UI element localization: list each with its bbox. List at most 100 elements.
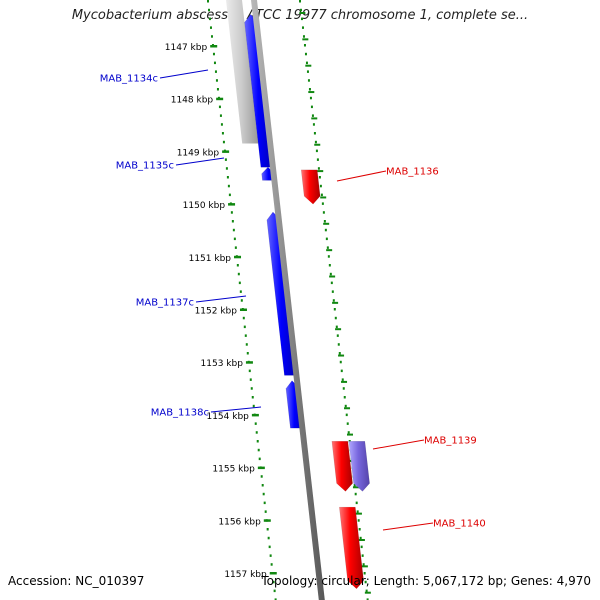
gene-features (225, 0, 370, 590)
major-tick (216, 97, 224, 101)
ring-dot (238, 281, 241, 285)
ring-dot (262, 492, 265, 496)
tick-label: 1149 kbp (177, 148, 220, 158)
ring-dot (242, 316, 245, 320)
ring-dot (358, 528, 361, 531)
gene-label: MAB_1138c (151, 408, 209, 419)
major-tick (251, 413, 259, 417)
backbone-line (250, 0, 325, 600)
ring-dot (343, 396, 346, 399)
ring-dot (362, 563, 365, 566)
minor-tick (323, 222, 330, 225)
ring-dot (215, 79, 218, 82)
ring-dot (244, 334, 247, 337)
ring-dot (342, 387, 345, 390)
ring-dot (318, 176, 321, 179)
ring-dot (346, 422, 349, 425)
label-leader (195, 295, 247, 303)
ring-dot (323, 220, 326, 223)
minor-tick (326, 249, 333, 252)
ring-dot (216, 88, 219, 91)
gene-arrow (348, 441, 370, 492)
minor-tick (305, 64, 312, 67)
ring-dot (357, 519, 360, 522)
ring-dot (254, 422, 257, 425)
ring-dot (261, 484, 264, 487)
tick-label: 1154 kbp (206, 412, 249, 422)
ring-dot (353, 484, 356, 487)
ring-dot (299, 0, 301, 3)
ring-dot (208, 17, 211, 21)
label-leader (175, 157, 225, 166)
ring-dot (359, 536, 362, 540)
tick-ring-inner (207, 0, 277, 600)
ring-dot (220, 123, 223, 126)
ring-dot (227, 184, 230, 188)
ring-dot (308, 88, 311, 91)
gene-arrow (331, 441, 353, 492)
ring-dot (218, 105, 221, 109)
ring-dot (307, 79, 310, 82)
gene-label: MAB_1136 (386, 167, 439, 178)
ring-dot (268, 545, 271, 549)
ring-dot (330, 281, 333, 285)
ring-dot (219, 114, 222, 117)
ring-dot (207, 8, 210, 12)
ring-dot (324, 228, 327, 232)
minor-tick (346, 433, 353, 436)
ring-dot (221, 132, 224, 135)
tick-label: 1153 kbp (201, 359, 244, 369)
ring-dot (207, 0, 209, 3)
label-leader (159, 69, 209, 79)
ring-dot (364, 580, 367, 584)
ring-dot (331, 290, 334, 293)
ring-dot (314, 140, 317, 144)
ring-dot (337, 343, 340, 346)
ring-dot (210, 35, 213, 38)
minor-tick (358, 539, 365, 541)
major-tick (269, 572, 277, 575)
ring-dot (302, 35, 305, 38)
ring-dot (239, 290, 242, 293)
label-leader (372, 439, 425, 450)
ring-dot (231, 220, 234, 223)
ring-dot (251, 396, 254, 399)
scale-ticks: 1147 kbp 1148 kbp 1149 kbp 1150 kbp 1151 kbp… (165, 43, 277, 580)
ring-dot (344, 404, 347, 408)
ring-dot (226, 176, 229, 179)
tick-label: 1157 kbp (224, 570, 267, 580)
ring-dot (236, 264, 239, 267)
map-title: Mycobacterium abscessus ATCC 19977 chrom… (71, 8, 529, 23)
ring-dot (355, 501, 358, 505)
minor-tick (352, 486, 359, 489)
ring-dot (315, 149, 318, 153)
ring-dot (328, 264, 331, 267)
ring-dot (339, 360, 342, 364)
major-tick (228, 203, 236, 206)
minor-tick (335, 328, 342, 331)
ring-dot (273, 589, 276, 593)
ring-dot (263, 501, 266, 505)
ring-dot (347, 431, 350, 434)
gene-arrow (339, 506, 364, 590)
minor-tick (308, 91, 315, 94)
gene-label: MAB_1137c (136, 298, 194, 309)
minor-tick (332, 301, 339, 304)
ring-dot (313, 132, 316, 135)
minor-tick (317, 170, 324, 173)
ring-dot (228, 193, 231, 197)
minor-tick (302, 38, 309, 41)
ring-dot (325, 237, 328, 241)
ring-dot (257, 448, 260, 452)
minor-tick (355, 512, 362, 515)
ring-dot (309, 96, 312, 100)
gene-label: MAB_1140 (433, 519, 486, 530)
ring-dot (246, 352, 249, 355)
tick-label: 1152 kbp (195, 307, 238, 317)
faded-gene (225, 0, 259, 144)
minor-tick (314, 143, 321, 146)
ring-dot (256, 440, 259, 443)
major-tick (245, 361, 253, 364)
ring-dot (240, 299, 243, 302)
